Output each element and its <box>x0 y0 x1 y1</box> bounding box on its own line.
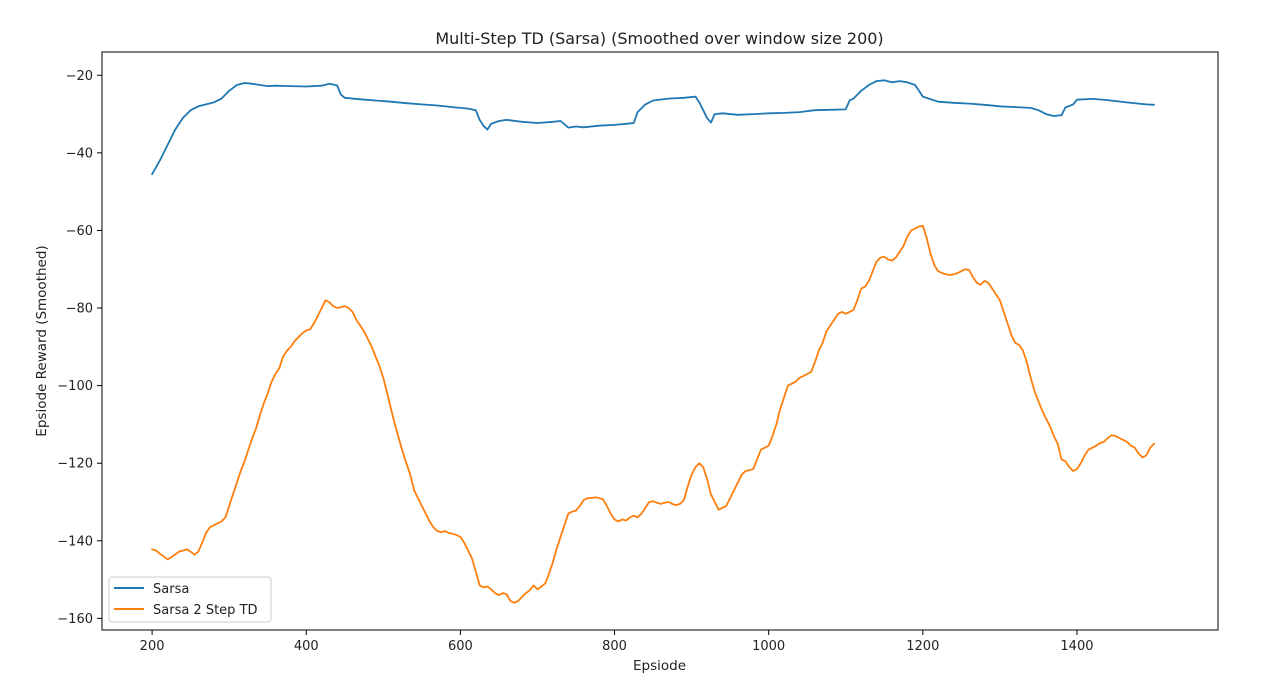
y-tick-label: −160 <box>57 612 93 627</box>
plot-area-frame <box>101 51 1219 631</box>
chart-title: Multi-Step TD (Sarsa) (Smoothed over win… <box>435 29 883 48</box>
x-tick-label: 400 <box>294 639 319 654</box>
legend-box <box>108 576 272 623</box>
x-tick-label: 800 <box>602 639 627 654</box>
y-axis-label: Epsiode Reward (Smoothed) <box>34 245 50 436</box>
series-line-sarsa <box>151 79 1155 176</box>
y-tick-label: −40 <box>66 146 93 161</box>
x-tick-label: 1200 <box>906 639 939 654</box>
x-tick-label: 200 <box>140 639 165 654</box>
x-axis-label: Epsiode <box>633 658 686 674</box>
y-tick-label: −140 <box>57 534 93 549</box>
y-tick-label: −60 <box>66 224 93 239</box>
legend: Sarsa Sarsa 2 Step TD <box>108 576 272 623</box>
y-tick-label: −120 <box>57 457 93 472</box>
series-line-sarsa-2-step-td <box>151 224 1155 604</box>
y-tick-label: −20 <box>66 69 93 84</box>
y-tick-label: −80 <box>66 302 93 317</box>
legend-label-sarsa: Sarsa <box>153 582 189 597</box>
legend-label-sarsa-2-step-td: Sarsa 2 Step TD <box>153 603 258 618</box>
y-tick-label: −100 <box>57 379 93 394</box>
series-layer <box>151 79 1155 604</box>
x-tick-label: 1000 <box>752 639 785 654</box>
y-axis: −20 −40 −60 −80 −100 −120 −140 −160 <box>57 69 102 627</box>
x-tick-label: 600 <box>448 639 473 654</box>
x-axis: 200 400 600 800 1000 1200 1400 <box>140 630 1094 654</box>
x-tick-label: 1400 <box>1060 639 1093 654</box>
